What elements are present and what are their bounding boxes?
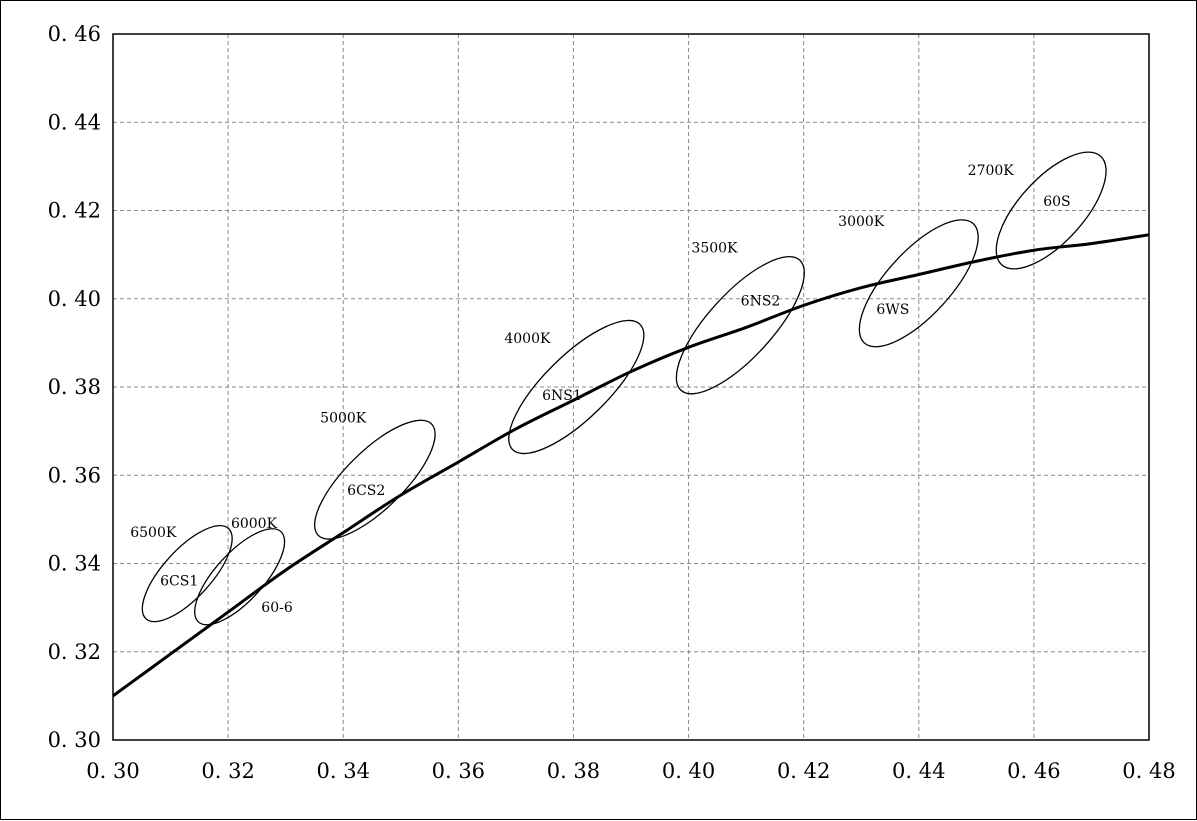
region-code-label: 6NS2	[741, 293, 781, 309]
region-ellipse	[858, 219, 979, 348]
x-tick-label: 0. 34	[317, 759, 370, 783]
y-tick-label: 0. 44	[48, 110, 101, 134]
region-code-label: 60-6	[261, 600, 293, 616]
y-tick-label: 0. 38	[48, 375, 101, 399]
x-tick-label: 0. 40	[662, 759, 715, 783]
region-code-label: 6WS	[876, 302, 909, 318]
y-tick-label: 0. 34	[48, 552, 101, 576]
cct-regions: 6500K 6CS1 6000K 60-6 5000K 6CS2 4000K 6NS1 3500…	[130, 151, 1107, 626]
x-tick-label: 0. 38	[547, 759, 600, 783]
y-axis-ticks: 0. 30 0. 32 0. 34 0. 36 0. 38 0. 40 0. 42 0. 44…	[48, 22, 101, 752]
region-ellipse	[313, 419, 436, 540]
region-ellipse	[194, 528, 286, 626]
x-tick-label: 0. 36	[432, 759, 485, 783]
y-tick-label: 0. 32	[48, 640, 101, 664]
cct-label: 6500K	[130, 525, 177, 541]
x-tick-label: 0. 30	[86, 759, 139, 783]
region-code-label: 6CS2	[347, 483, 385, 499]
x-tick-label: 0. 48	[1122, 759, 1175, 783]
x-tick-label: 0. 46	[1007, 759, 1060, 783]
cct-label: 4000K	[504, 331, 551, 347]
region-ellipse	[675, 256, 805, 395]
y-tick-label: 0. 46	[48, 22, 101, 46]
x-tick-label: 0. 32	[201, 759, 254, 783]
cct-label: 6000K	[231, 516, 278, 532]
y-tick-label: 0. 36	[48, 463, 101, 487]
cct-label: 3000K	[838, 214, 885, 230]
x-tick-label: 0. 44	[892, 759, 945, 783]
region-ellipse	[508, 319, 645, 455]
cct-label: 3500K	[691, 240, 738, 256]
x-axis-ticks: 0. 30 0. 32 0. 34 0. 36 0. 38 0. 40 0. 42 0. 44…	[86, 759, 1175, 783]
y-tick-label: 0. 40	[48, 287, 101, 311]
region-code-label: 6CS1	[160, 574, 198, 590]
x-tick-label: 0. 42	[777, 759, 830, 783]
region-code-label: 60S	[1043, 194, 1070, 210]
region-ellipse	[141, 524, 233, 623]
y-tick-label: 0. 42	[48, 199, 101, 223]
plot-area-border	[112, 33, 1150, 741]
grid	[113, 34, 1149, 740]
cct-label: 5000K	[320, 410, 367, 426]
region-ellipse	[995, 151, 1107, 270]
planckian-locus-line	[112, 233, 1150, 698]
y-tick-label: 0. 30	[48, 728, 101, 752]
region-code-label: 6NS1	[542, 388, 582, 404]
cct-label: 2700K	[968, 163, 1015, 179]
